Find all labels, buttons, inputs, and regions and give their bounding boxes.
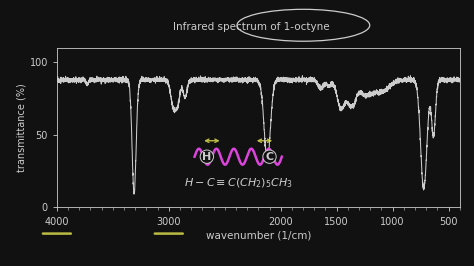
- Text: H: H: [202, 152, 211, 162]
- Text: $H-C\equiv C(CH_2)_5CH_3$: $H-C\equiv C(CH_2)_5CH_3$: [183, 176, 293, 190]
- Text: C: C: [265, 152, 273, 162]
- Text: Infrared spectrum of 1-octyne: Infrared spectrum of 1-octyne: [173, 22, 329, 32]
- X-axis label: wavenumber (1/cm): wavenumber (1/cm): [206, 231, 311, 241]
- Y-axis label: transmittance (%): transmittance (%): [17, 83, 27, 172]
